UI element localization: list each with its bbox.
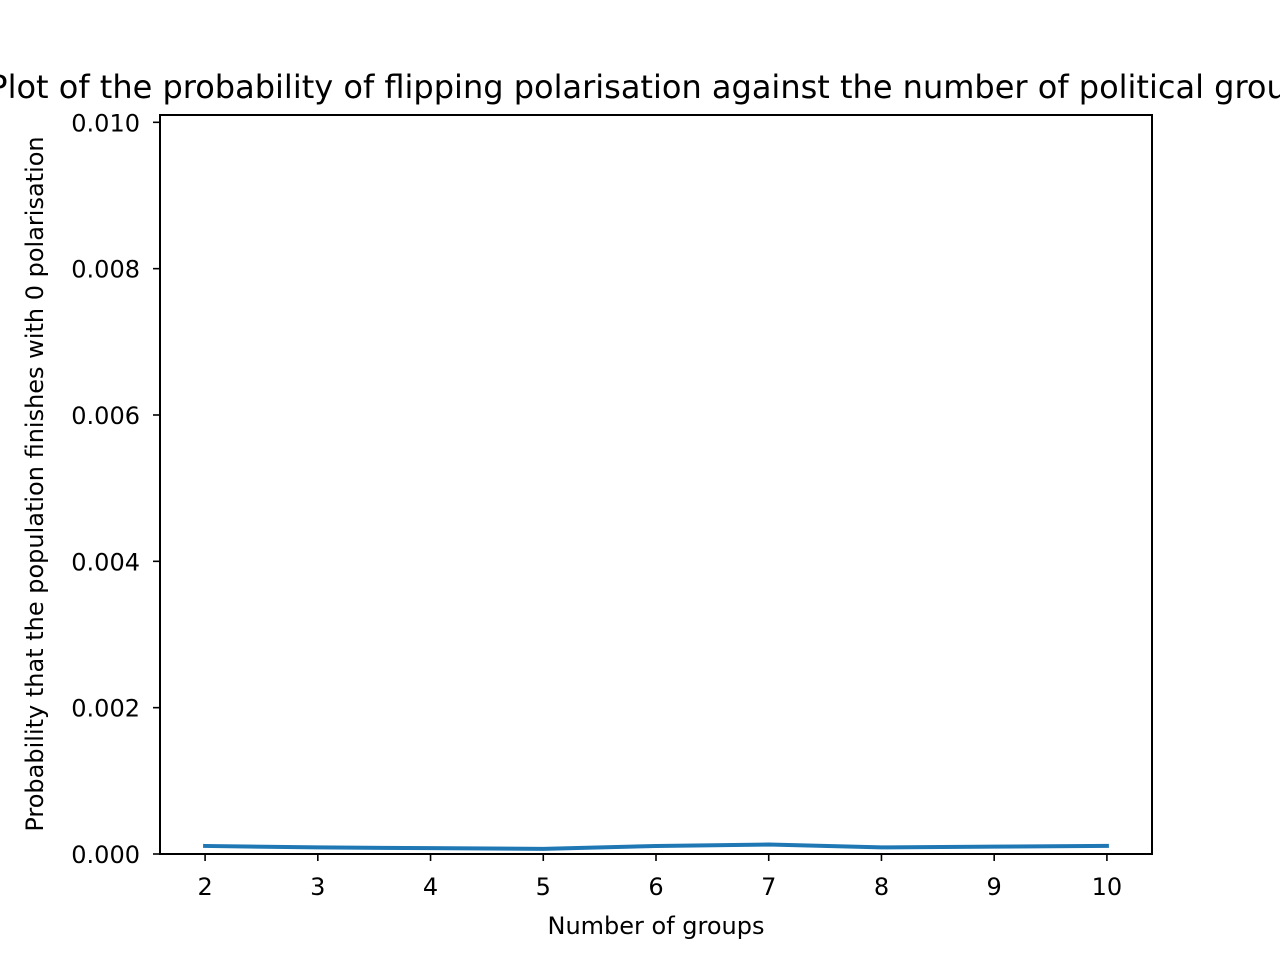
- y-axis-label: Probability that the population finishes…: [21, 136, 49, 831]
- chart-title: Plot of the probability of flipping pola…: [0, 68, 1280, 106]
- y-tick-label: 0.004: [71, 548, 140, 576]
- x-axis-label: Number of groups: [547, 912, 764, 940]
- x-tick-label: 9: [987, 873, 1002, 901]
- x-tick-label: 2: [197, 873, 212, 901]
- y-tick-label: 0.006: [71, 402, 140, 430]
- plot-area-frame: [159, 114, 1153, 855]
- y-tick-label: 0.010: [71, 109, 140, 137]
- x-tick-label: 7: [761, 873, 776, 901]
- x-tick-label: 3: [310, 873, 325, 901]
- y-tick-label: 0.008: [71, 256, 140, 284]
- y-tick-label: 0.000: [71, 841, 140, 869]
- x-tick-label: 5: [536, 873, 551, 901]
- x-tick-label: 4: [423, 873, 438, 901]
- x-tick-label: 10: [1092, 873, 1123, 901]
- y-tick-label: 0.002: [71, 695, 140, 723]
- series-layer: [203, 842, 1109, 851]
- x-tick-label: 6: [648, 873, 663, 901]
- x-tick-label: 8: [874, 873, 889, 901]
- axis-ticks: 2 3 4 5 6 7 8 9 10 0.000 0.002 0.004 0.006 0.008 0.010: [71, 109, 1122, 901]
